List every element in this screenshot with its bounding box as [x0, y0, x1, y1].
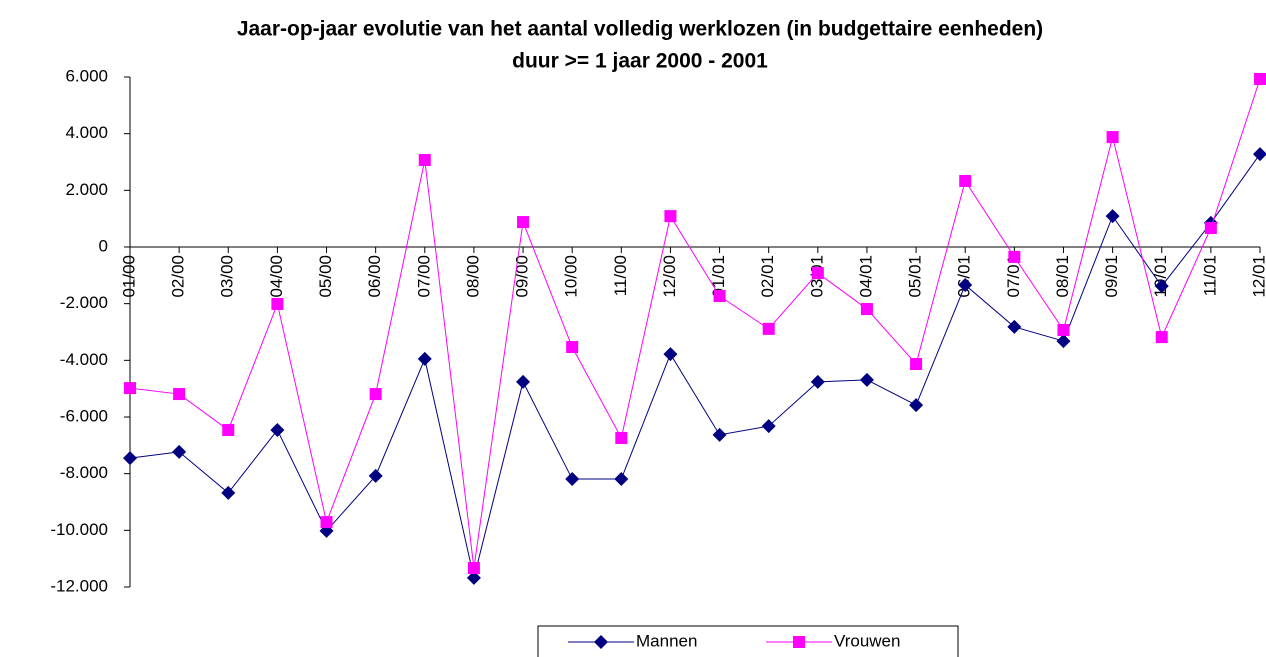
data-point — [762, 322, 775, 335]
data-point — [172, 444, 187, 459]
data-point — [222, 424, 235, 437]
data-point — [810, 374, 825, 389]
data-point — [1204, 222, 1217, 235]
data-point — [417, 351, 432, 366]
x-tick-label: 06/00 — [365, 255, 384, 298]
legend-label: Mannen — [636, 631, 697, 650]
x-tick-label: 03/00 — [218, 255, 237, 298]
data-point — [566, 341, 579, 354]
x-tick-label: 08/00 — [463, 255, 482, 298]
series-line — [129, 78, 1261, 569]
y-tick-label: 4.000 — [65, 123, 108, 142]
x-tick-label: 05/00 — [316, 255, 335, 298]
x-tick-label: 07/00 — [414, 255, 433, 298]
y-tick-label: -2.000 — [60, 293, 108, 312]
data-point — [369, 388, 382, 401]
y-tick-label: -8.000 — [60, 463, 108, 482]
x-tick-label: 12/01 — [1249, 255, 1266, 298]
data-point — [959, 174, 972, 187]
legend-label: Vrouwen — [834, 631, 900, 650]
x-tick-label: 11/00 — [611, 255, 630, 296]
data-point — [467, 562, 480, 575]
data-point — [664, 210, 677, 223]
data-point — [1008, 250, 1021, 263]
data-point — [859, 372, 874, 387]
x-tick-label: 06/01 — [955, 255, 974, 298]
data-point — [517, 216, 530, 229]
data-point — [958, 277, 973, 292]
data-point — [1007, 319, 1022, 334]
data-point — [418, 154, 431, 167]
x-tick-label: 04/01 — [856, 255, 875, 298]
data-point — [615, 431, 628, 444]
data-point — [811, 267, 824, 280]
chart-subtitle: duur >= 1 jaar 2000 - 2001 — [512, 50, 768, 73]
data-point — [1254, 72, 1266, 85]
data-point — [614, 472, 629, 487]
series-line — [129, 153, 1261, 579]
legend-marker — [793, 636, 805, 648]
data-point — [909, 398, 924, 413]
legend-marker — [594, 635, 608, 649]
data-point — [271, 297, 284, 310]
data-point — [713, 290, 726, 303]
x-tick-label: 01/00 — [119, 255, 138, 298]
data-point — [221, 485, 236, 500]
data-point — [1106, 131, 1119, 144]
x-tick-label: 11/01 — [1200, 255, 1219, 296]
x-tick-label: 12/00 — [660, 255, 679, 298]
data-point — [860, 303, 873, 316]
data-point — [565, 472, 580, 487]
x-tick-label: 05/01 — [906, 255, 925, 298]
data-point — [320, 516, 333, 529]
data-point — [368, 468, 383, 483]
data-point — [270, 423, 285, 438]
data-point — [1154, 279, 1169, 294]
data-point — [123, 451, 137, 466]
y-tick-label: 2.000 — [65, 180, 108, 199]
data-point — [466, 570, 481, 585]
data-point — [1057, 324, 1070, 337]
y-tick-label: -6.000 — [60, 406, 108, 425]
data-point — [516, 374, 531, 389]
data-point — [712, 427, 727, 442]
data-point — [1105, 209, 1120, 224]
x-tick-label: 08/01 — [1053, 255, 1072, 298]
y-tick-label: -4.000 — [60, 350, 108, 369]
x-tick-label: 10/00 — [562, 255, 581, 298]
data-point — [761, 419, 776, 434]
y-tick-label: -12.000 — [50, 576, 108, 595]
data-point — [910, 358, 923, 371]
data-point — [1056, 334, 1071, 349]
data-point — [1253, 147, 1266, 162]
x-tick-label: 02/00 — [169, 255, 188, 298]
chart-title: Jaar-op-jaar evolutie van het aantal vol… — [237, 18, 1043, 41]
data-point — [173, 388, 186, 401]
x-tick-label: 09/01 — [1102, 255, 1121, 298]
y-tick-label: -10.000 — [50, 520, 108, 539]
data-point — [663, 347, 678, 362]
y-tick-label: 0 — [99, 236, 108, 255]
y-tick-label: 6.000 — [65, 66, 108, 85]
x-tick-label: 04/00 — [267, 255, 286, 298]
x-tick-label: 07/01 — [1004, 255, 1023, 298]
x-tick-label: 02/01 — [758, 255, 777, 298]
data-point — [124, 382, 136, 395]
data-point — [1155, 331, 1168, 344]
